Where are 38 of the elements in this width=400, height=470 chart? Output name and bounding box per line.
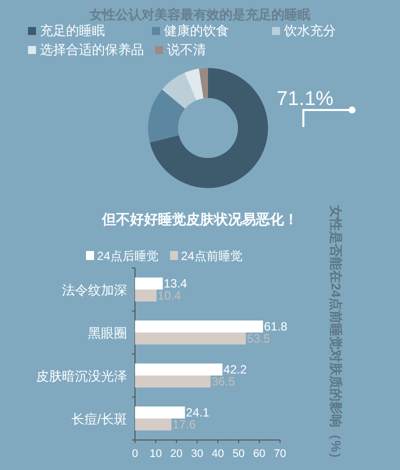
bar <box>135 320 264 332</box>
bar <box>135 332 246 344</box>
data-label: 42.2 <box>223 362 248 376</box>
legend-label: 24点后睡觉 <box>97 249 158 263</box>
bar <box>135 406 185 418</box>
data-label: 17.6 <box>172 418 196 432</box>
legend-label: 充足的睡眠 <box>40 23 105 38</box>
data-label: 24.1 <box>186 406 210 420</box>
data-label: 71.1% <box>276 88 334 110</box>
legend-label: 健康的饮食 <box>164 23 229 38</box>
y-tick-label: 法令纹加深 <box>62 282 127 298</box>
bar <box>135 364 222 376</box>
data-label: 61.8 <box>264 320 288 334</box>
data-label: 53.5 <box>246 332 271 346</box>
legend-label: 说不清 <box>167 42 206 57</box>
x-tick-label: 60 <box>253 448 266 460</box>
chart-title: 但不好好睡觉皮肤状况易恶化！ <box>101 211 298 227</box>
legend-label: 选择合适的保养品 <box>40 42 144 57</box>
text: 女性是否能在24点前睡觉对肤质的影响（%） <box>328 204 344 466</box>
legend-label: 24点前睡觉 <box>181 249 242 263</box>
x-tick-label: 20 <box>170 448 183 460</box>
y-tick-label: 皮肤暗沉没光泽 <box>36 368 127 384</box>
x-tick-label: 0 <box>132 448 138 460</box>
bar <box>135 278 163 290</box>
bar <box>135 418 172 430</box>
bar <box>135 376 211 388</box>
data-label: 36.5 <box>212 374 236 388</box>
data-label: 10.4 <box>158 288 182 302</box>
legend-label: 饮水充分 <box>283 23 336 38</box>
y-tick-label: 长痘/长斑 <box>71 412 127 426</box>
x-tick-label: 30 <box>191 448 204 460</box>
x-tick-label: 40 <box>212 448 224 460</box>
x-tick-label: 50 <box>232 448 245 460</box>
bar <box>135 290 157 302</box>
x-tick-label: 70 <box>274 448 286 460</box>
data-label: 13.4 <box>164 276 188 290</box>
y-tick-label: 黑眼圈 <box>88 326 127 340</box>
x-tick-label: 10 <box>150 448 162 460</box>
